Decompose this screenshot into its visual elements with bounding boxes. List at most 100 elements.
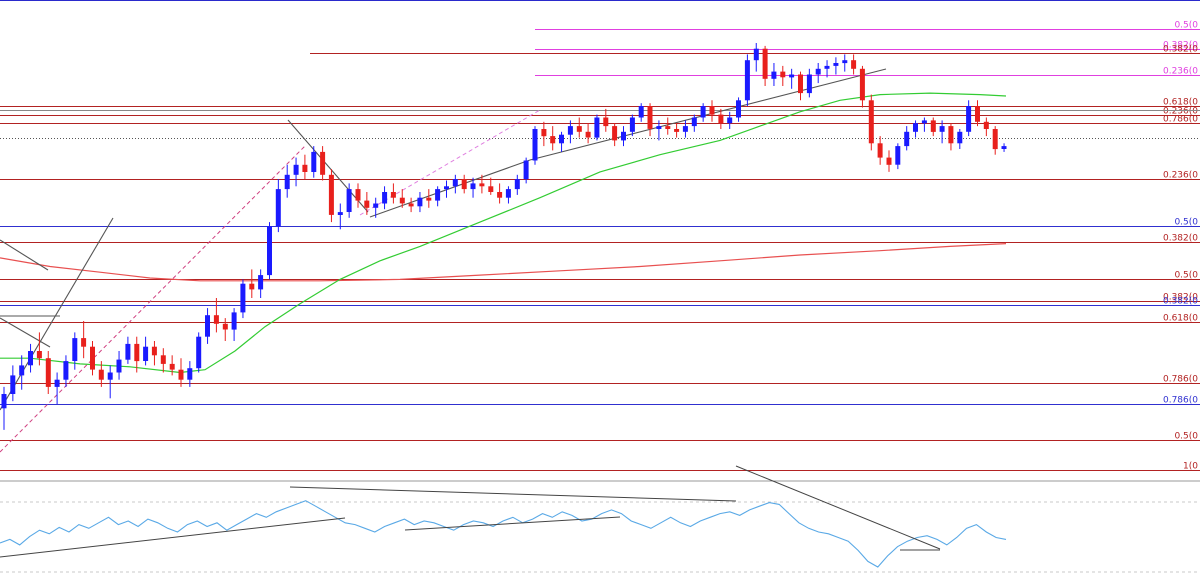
rsi-trendline [404,516,621,531]
fib-level-label: 1(0 [1183,462,1198,472]
candle-body [488,186,494,192]
candle-body [116,359,122,373]
candle-body [461,179,467,190]
candle-body [550,136,556,144]
candle-body [700,106,706,118]
candle-body [674,129,680,132]
fib-level-label: 0.618(0 [1163,314,1198,324]
candle-body [267,226,272,276]
candle-body [629,117,635,132]
candle-body [612,126,618,141]
candle-body [877,143,883,158]
candle-body [541,129,547,137]
candle-body [479,183,485,187]
candle-body [187,368,193,380]
candle-body [753,48,759,61]
candle-body [576,126,582,132]
fib-level-label: 0.5(0 [1174,21,1198,31]
ma-long-line [0,243,1007,282]
candle-body [444,186,449,190]
candle-body [930,120,936,132]
candle-body [966,106,972,132]
candle-body [426,197,432,201]
candle-body [125,343,131,360]
candle-body [205,315,210,337]
fib-level-label: 0.618(0 [1163,98,1198,108]
candle-body [859,68,865,101]
candles [1,43,1007,430]
candle-body [505,189,511,198]
candle-body [160,355,166,364]
candle-body [19,365,25,376]
trendline [369,159,531,218]
candle-body [284,174,290,190]
fib-pivot-dash [0,144,307,453]
candle-body [1001,146,1007,149]
candle-body [417,197,423,207]
candle-body [992,129,998,150]
candle-body [364,200,370,208]
candle-body [983,121,989,129]
candle-body [523,160,529,180]
candle-body [594,117,600,138]
fib-level-label: 0.786(0 [1163,375,1198,385]
candle-body [957,131,963,144]
candle-body [355,189,361,201]
candle-body [762,48,768,79]
rsi-line [0,500,1007,568]
fib-level-label: 0.5(0 [1174,218,1198,228]
candle-body [921,120,927,124]
candle-body [143,346,149,361]
candle-body [435,189,441,201]
rsi-trendline [735,465,941,550]
candle-body [390,192,396,198]
candle-body [682,126,688,132]
candle-body [647,106,653,129]
fib-level-label: 0.786(0 [1163,396,1198,406]
fib-level-label: 0.5(0 [1174,432,1198,442]
ma-short-line [0,92,1007,374]
candle-body [656,126,662,129]
candle-body [798,74,803,94]
candle-body [98,369,104,380]
candle-body [196,336,202,369]
candle-body [736,100,741,118]
candle-body [107,372,113,380]
fib-level-label: 0.382(0 [1163,234,1198,244]
candle-body [240,283,246,313]
candle-body [45,358,51,387]
candle-body [904,131,910,147]
trendline [0,317,51,348]
candle-body [275,189,281,227]
fib-level-label: 0.382(0 [1163,297,1198,307]
candle-body [373,203,379,208]
candle-body [691,117,697,127]
candle-body [709,106,715,115]
candle-body [408,203,414,207]
candle-body [842,60,848,64]
candle-body [939,126,945,132]
candle-body [514,179,520,190]
fib-level-label: 0.382(0 [1163,293,1198,303]
trendline [287,119,369,213]
rsi-trendline [0,517,346,558]
candle-body [718,114,724,124]
candle-body [789,74,795,78]
candle-body [559,134,564,144]
fib-level-label: 0.382(0 [1163,45,1198,55]
candle-body [169,363,175,370]
candle-body [567,126,573,135]
candle-body [258,275,264,290]
candle-body [81,338,87,347]
candle-body [293,164,299,175]
candle-body [151,346,157,356]
trendline [0,239,49,271]
fib-level-label: 0.5(0 [1174,271,1198,281]
candle-body [621,131,626,141]
candle-body [470,183,476,190]
candle-body [63,361,69,380]
candle-body [134,343,140,362]
fib-level-label: 0.236(0 [1163,67,1198,77]
candle-body [824,65,830,69]
